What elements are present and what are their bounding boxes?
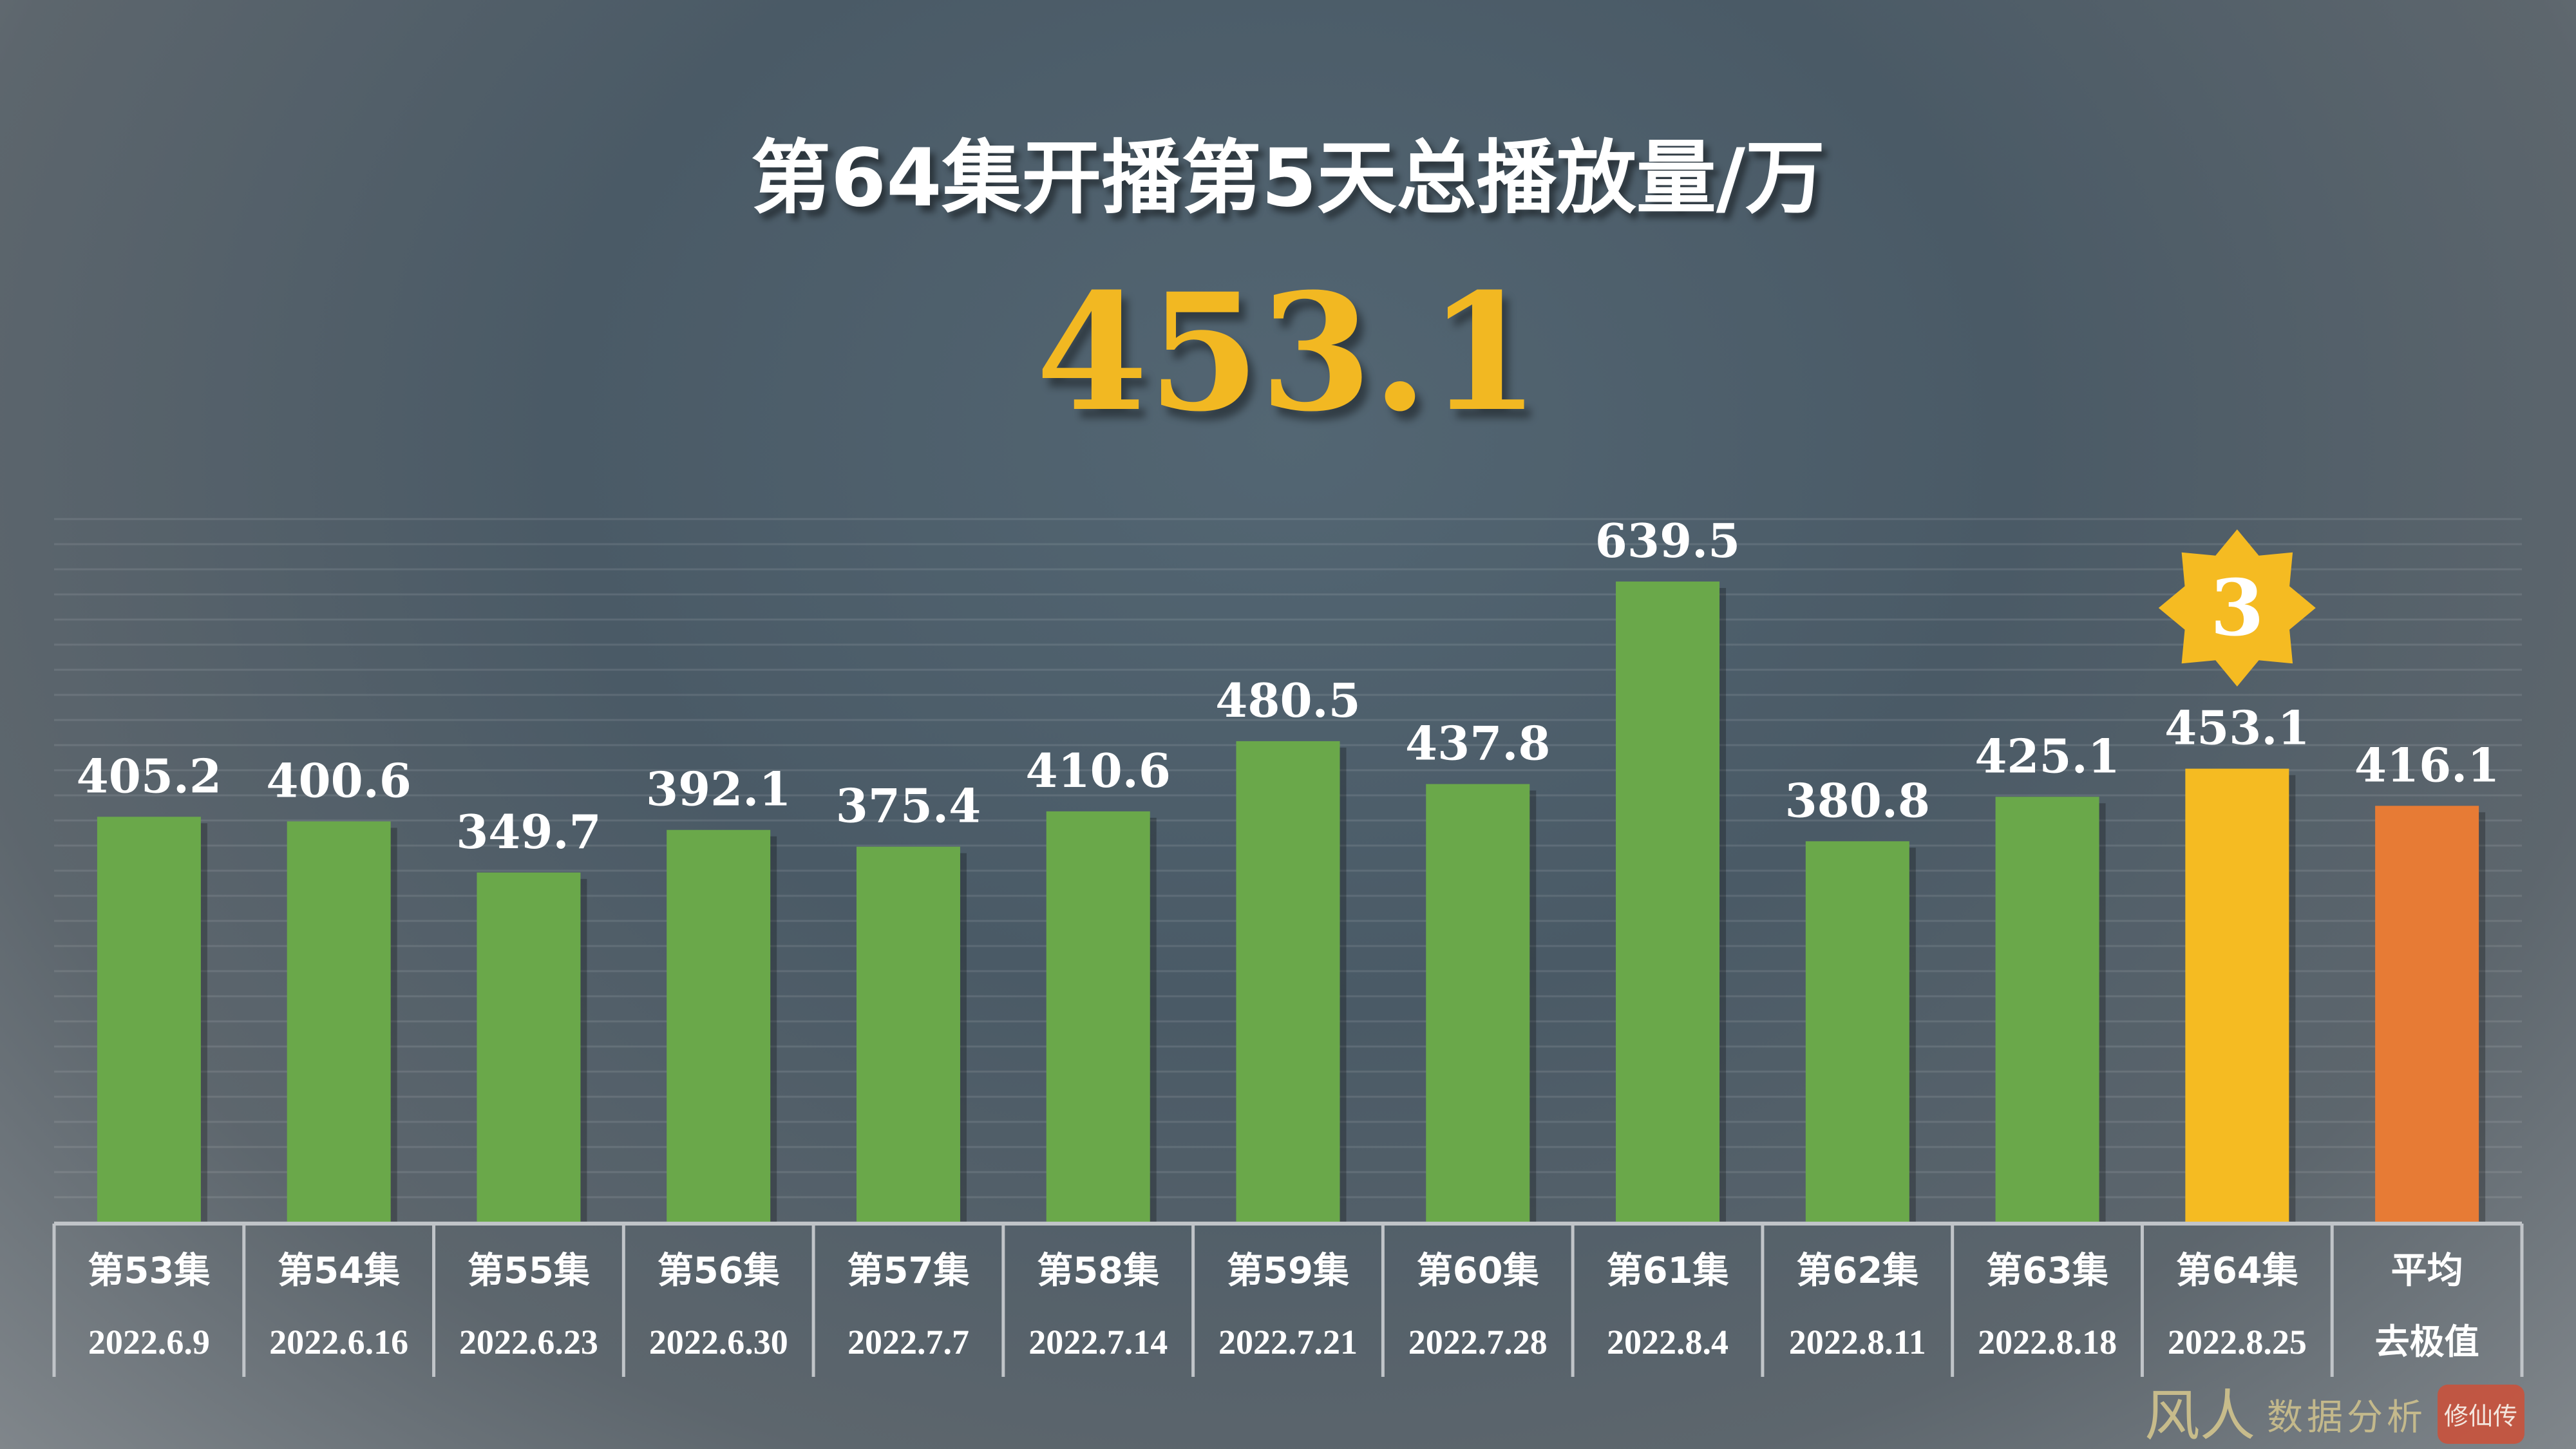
category-label: 第62集 (1796, 1250, 1918, 1292)
date-label: 2022.7.28 (1408, 1323, 1548, 1361)
value-label: 437.8 (1405, 715, 1550, 770)
category-label: 第63集 (1986, 1250, 2108, 1292)
category-label: 平均 (2391, 1250, 2463, 1292)
watermark-text: 风人 (2145, 1384, 2255, 1446)
watermark-subtitle: 数据分析 (2267, 1397, 2427, 1439)
date-label: 2022.8.11 (1789, 1323, 1926, 1361)
bar-第60集 (1426, 784, 1530, 1224)
category-label: 第59集 (1227, 1250, 1349, 1292)
bar-第62集 (1805, 841, 1909, 1224)
date-label: 2022.8.4 (1607, 1323, 1728, 1361)
value-label: 380.8 (1785, 773, 1930, 828)
seal-icon (2438, 1385, 2524, 1444)
value-label: 410.6 (1025, 743, 1170, 798)
star-badge-icon (2158, 529, 2316, 687)
date-label: 2022.7.14 (1028, 1323, 1168, 1361)
value-label: 405.2 (77, 748, 222, 803)
date-label: 2022.7.7 (848, 1323, 969, 1361)
category-label: 第53集 (88, 1250, 210, 1292)
category-label: 第57集 (847, 1250, 969, 1292)
value-label: 400.6 (266, 753, 411, 808)
category-label: 第61集 (1607, 1250, 1729, 1292)
date-label: 2022.7.21 (1218, 1323, 1358, 1361)
bar-第63集 (1995, 797, 2099, 1224)
highlight-value: 453.1 (1036, 258, 1540, 447)
category-label: 第54集 (278, 1250, 400, 1292)
value-label: 480.5 (1215, 673, 1360, 728)
value-label: 416.1 (2354, 737, 2499, 792)
date-label: 2022.6.9 (88, 1323, 210, 1361)
date-label: 2022.6.23 (459, 1323, 598, 1361)
bar-第53集 (97, 817, 201, 1224)
date-label: 2022.8.25 (2168, 1323, 2307, 1361)
category-label: 第55集 (468, 1250, 590, 1292)
bar-第55集 (477, 872, 581, 1224)
bar-第54集 (287, 821, 391, 1224)
category-label: 第64集 (2176, 1250, 2298, 1292)
date-label: 2022.8.18 (1978, 1323, 2117, 1361)
bar-第61集 (1616, 582, 1720, 1224)
value-label: 392.1 (646, 762, 791, 817)
value-label: 453.1 (2164, 701, 2309, 755)
bar-第64集 (2185, 768, 2289, 1224)
value-label: 375.4 (836, 779, 981, 833)
value-label: 639.5 (1595, 513, 1740, 568)
value-label: 425.1 (1975, 728, 2119, 783)
value-label: 349.7 (456, 804, 601, 859)
badge-label: 3 (2210, 563, 2264, 654)
date-label: 2022.6.30 (649, 1323, 788, 1361)
bar-第56集 (667, 829, 771, 1224)
seal-text: 修仙传 (2444, 1402, 2517, 1430)
category-label: 第56集 (658, 1250, 780, 1292)
chart-title: 第64集开播第5天总播放量/万 (750, 132, 1826, 225)
watermark-logo: 风人 数据分析 修仙传 (2145, 1384, 2524, 1446)
bar-第57集 (856, 846, 960, 1224)
bar-第58集 (1046, 811, 1150, 1224)
bar-平均 (2375, 806, 2479, 1224)
date-label: 去极值 (2375, 1323, 2479, 1361)
category-label: 第58集 (1037, 1250, 1159, 1292)
date-label: 2022.6.16 (269, 1323, 408, 1361)
category-label: 第60集 (1417, 1250, 1539, 1292)
bar-第59集 (1236, 741, 1340, 1224)
